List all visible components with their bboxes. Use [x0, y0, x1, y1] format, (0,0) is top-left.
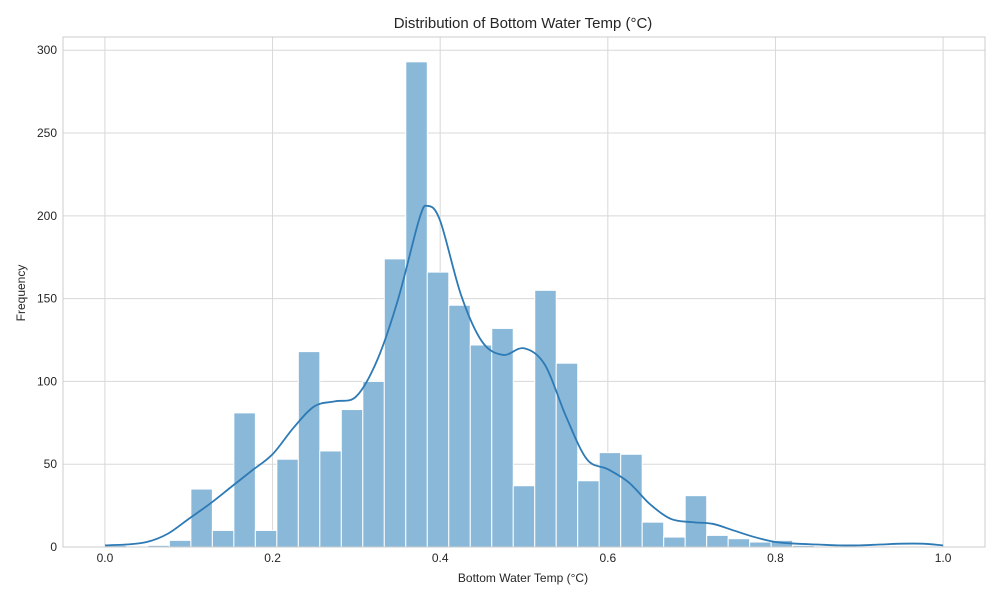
histogram-bar [534, 289, 557, 548]
kde-layer [104, 204, 944, 547]
histogram-bar [749, 541, 772, 548]
histogram-bar [426, 271, 450, 548]
y-tick-label: 100 [37, 374, 57, 388]
histogram-bar [168, 539, 192, 548]
histogram-bar [641, 521, 665, 548]
plot-frame [62, 36, 986, 548]
histogram-bar [555, 362, 579, 548]
histogram-bar [405, 61, 428, 548]
y-tick-label: 200 [37, 209, 57, 223]
histogram-bar [448, 304, 471, 548]
histogram-bar [340, 409, 364, 548]
histogram-bar [663, 536, 686, 548]
histogram-bar [512, 485, 536, 548]
kde-curve [104, 204, 944, 547]
x-tick-labels: 0.0 0.2 0.4 0.6 0.8 1.0 [97, 551, 952, 565]
x-axis-label: Bottom Water Temp (°C) [458, 571, 588, 585]
histogram-bar [276, 458, 299, 548]
histogram-bar [319, 450, 342, 548]
x-tick-label: 0.0 [97, 551, 114, 565]
bars-layer [104, 61, 815, 548]
grid-layer [63, 37, 985, 548]
y-tick-label: 300 [37, 43, 57, 57]
histogram-bar [190, 488, 213, 548]
x-tick-label: 1.0 [935, 551, 952, 565]
x-tick-label: 0.8 [767, 551, 784, 565]
histogram-bar [620, 453, 643, 548]
chart-title: Distribution of Bottom Water Temp (°C) [394, 15, 653, 32]
histogram-bar [577, 480, 600, 548]
x-tick-label: 0.4 [432, 551, 449, 565]
histogram-bar [491, 327, 514, 548]
histogram-bar [211, 529, 235, 548]
histogram-bar [254, 529, 278, 548]
histogram-bar [706, 534, 729, 548]
y-tick-label: 0 [50, 540, 57, 554]
histogram-bar [233, 412, 256, 548]
histogram-bar [469, 344, 493, 548]
y-tick-labels: 0 50 100 150 200 250 300 [37, 43, 57, 554]
y-tick-label: 150 [37, 292, 57, 306]
histogram-bar [727, 538, 751, 548]
x-tick-label: 0.2 [264, 551, 281, 565]
histogram-bar [297, 351, 321, 548]
y-tick-label: 250 [37, 126, 57, 140]
histogram-bar [362, 380, 385, 548]
axes-frame [62, 36, 986, 548]
x-tick-label: 0.6 [599, 551, 616, 565]
y-tick-label: 50 [44, 457, 58, 471]
y-axis-label: Frequency [14, 265, 28, 322]
histogram-bar [383, 258, 407, 548]
